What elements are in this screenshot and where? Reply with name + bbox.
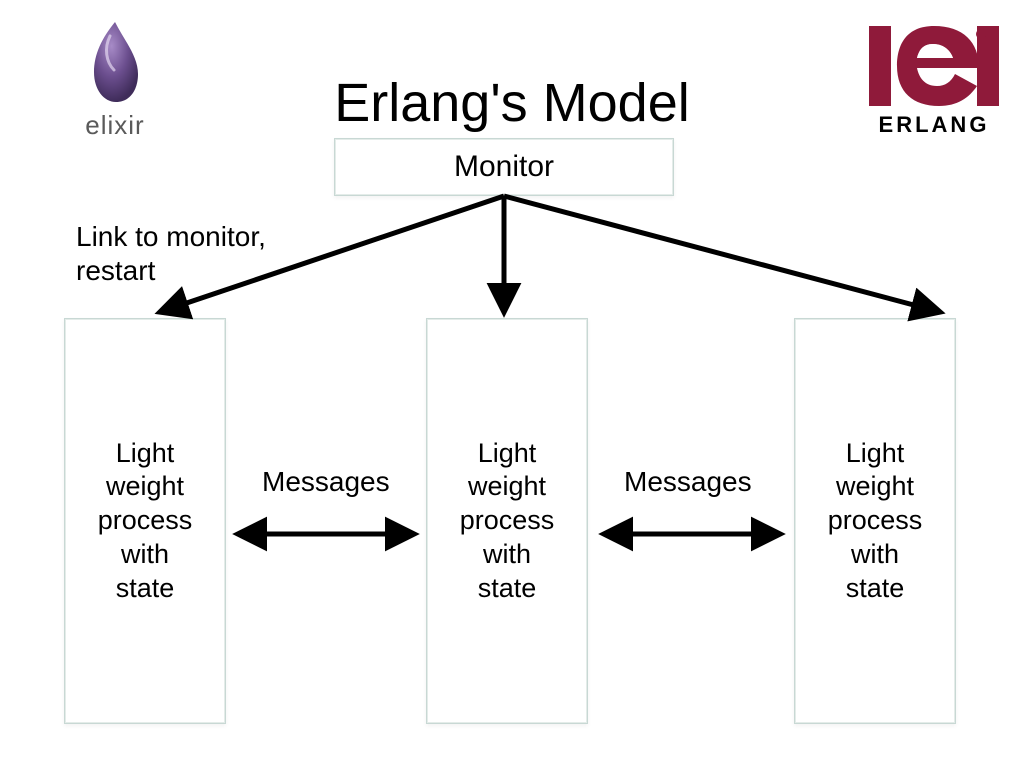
link-label: Link to monitor, restart bbox=[76, 220, 266, 287]
page-title: Erlang's Model bbox=[0, 72, 1024, 134]
monitor-box: Monitor bbox=[334, 138, 674, 196]
process-box-2: Light weight process with state bbox=[426, 318, 588, 724]
process-label: Light weight process with state bbox=[460, 437, 555, 606]
monitor-label: Monitor bbox=[454, 148, 554, 186]
process-box-3: Light weight process with state bbox=[794, 318, 956, 724]
process-label: Light weight process with state bbox=[98, 437, 193, 606]
messages-label-1: Messages bbox=[262, 466, 390, 498]
messages-label-2: Messages bbox=[624, 466, 752, 498]
process-label: Light weight process with state bbox=[828, 437, 923, 606]
process-box-1: Light weight process with state bbox=[64, 318, 226, 724]
